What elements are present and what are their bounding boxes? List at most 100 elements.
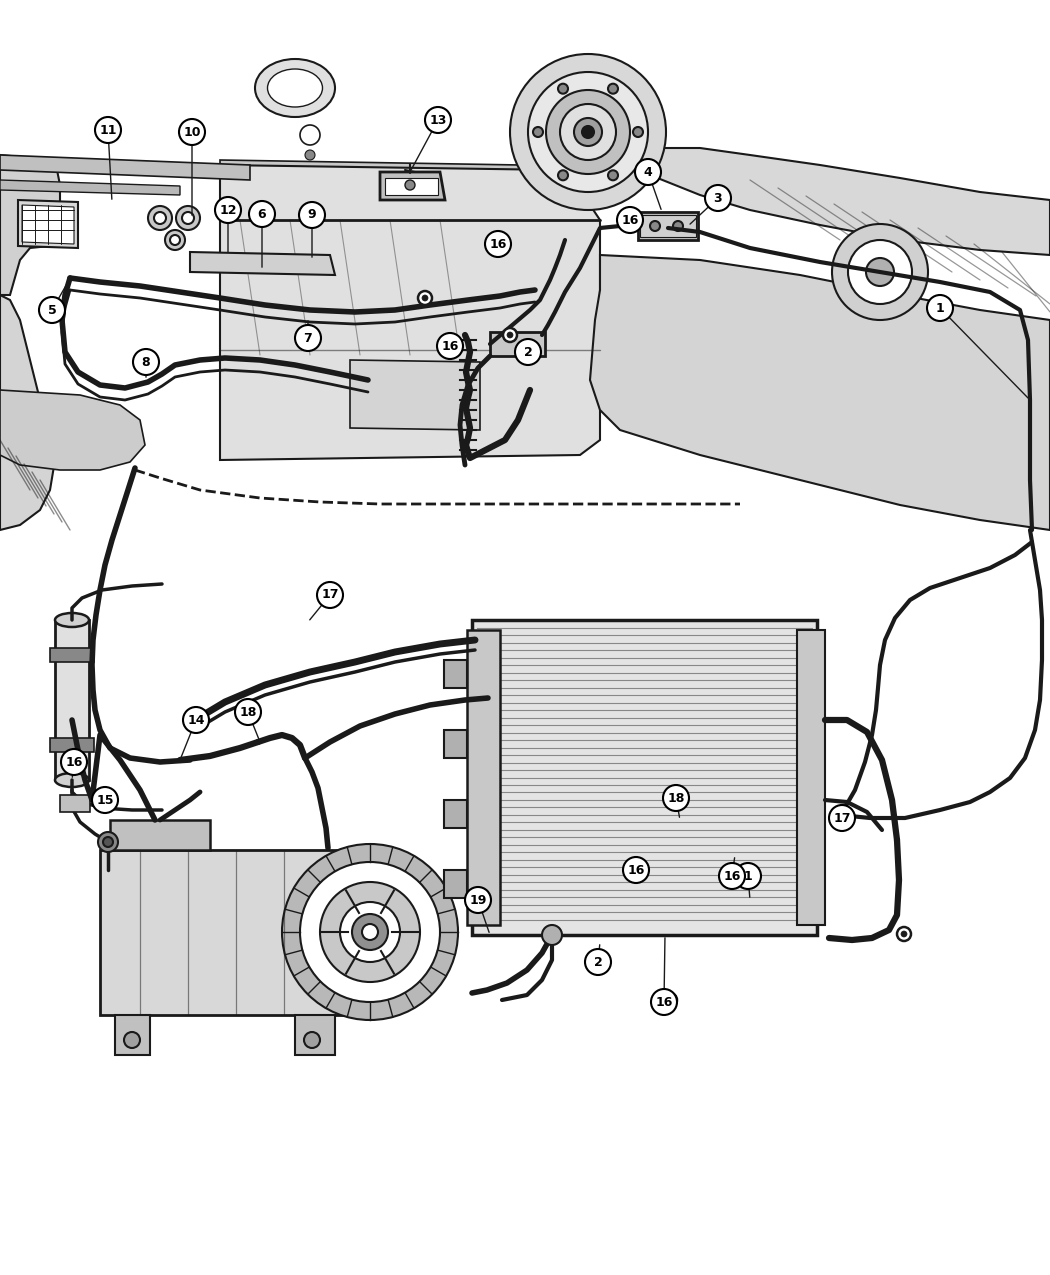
Circle shape bbox=[866, 258, 894, 286]
Text: 2: 2 bbox=[524, 346, 532, 358]
Circle shape bbox=[633, 128, 643, 136]
Circle shape bbox=[719, 863, 745, 889]
Polygon shape bbox=[0, 180, 180, 195]
Circle shape bbox=[170, 235, 180, 245]
Circle shape bbox=[437, 333, 463, 360]
Circle shape bbox=[617, 207, 643, 233]
Circle shape bbox=[445, 340, 459, 354]
Polygon shape bbox=[55, 620, 89, 780]
Circle shape bbox=[542, 924, 562, 945]
Circle shape bbox=[299, 201, 326, 228]
Circle shape bbox=[320, 882, 420, 982]
Circle shape bbox=[65, 759, 79, 773]
Ellipse shape bbox=[268, 69, 322, 107]
Polygon shape bbox=[797, 630, 825, 924]
Polygon shape bbox=[50, 648, 94, 662]
Circle shape bbox=[560, 105, 616, 159]
Polygon shape bbox=[116, 1015, 150, 1054]
Circle shape bbox=[362, 924, 378, 940]
Circle shape bbox=[625, 215, 639, 230]
Circle shape bbox=[178, 119, 205, 145]
Text: 13: 13 bbox=[429, 113, 446, 126]
Circle shape bbox=[585, 949, 611, 975]
Polygon shape bbox=[0, 295, 55, 530]
Circle shape bbox=[848, 240, 912, 303]
Text: 16: 16 bbox=[489, 237, 507, 250]
Circle shape bbox=[629, 219, 635, 224]
Circle shape bbox=[731, 875, 737, 881]
Circle shape bbox=[304, 1031, 320, 1048]
Circle shape bbox=[103, 836, 113, 847]
Circle shape bbox=[94, 117, 121, 143]
Polygon shape bbox=[220, 159, 520, 180]
Circle shape bbox=[608, 84, 618, 93]
Circle shape bbox=[249, 201, 275, 227]
Circle shape bbox=[558, 84, 568, 93]
Circle shape bbox=[507, 332, 513, 338]
Text: 16: 16 bbox=[723, 870, 740, 882]
Polygon shape bbox=[560, 148, 1050, 255]
Circle shape bbox=[663, 785, 689, 811]
Ellipse shape bbox=[55, 773, 89, 787]
Polygon shape bbox=[444, 731, 467, 759]
Circle shape bbox=[176, 207, 200, 230]
Circle shape bbox=[574, 119, 602, 147]
Circle shape bbox=[215, 198, 242, 223]
Polygon shape bbox=[110, 820, 210, 850]
Text: 16: 16 bbox=[65, 756, 83, 769]
Text: 7: 7 bbox=[303, 332, 313, 344]
Circle shape bbox=[514, 339, 541, 365]
Circle shape bbox=[39, 297, 65, 323]
Polygon shape bbox=[295, 1015, 335, 1054]
Ellipse shape bbox=[255, 59, 335, 117]
Polygon shape bbox=[444, 660, 467, 689]
Circle shape bbox=[510, 54, 666, 210]
Text: 3: 3 bbox=[714, 191, 722, 204]
Polygon shape bbox=[640, 215, 696, 237]
Circle shape bbox=[558, 171, 568, 180]
Circle shape bbox=[497, 244, 503, 249]
Circle shape bbox=[183, 708, 209, 733]
Text: 16: 16 bbox=[655, 996, 673, 1009]
Circle shape bbox=[133, 349, 159, 375]
Text: 6: 6 bbox=[257, 208, 267, 221]
Text: 11: 11 bbox=[100, 124, 117, 136]
Circle shape bbox=[533, 128, 543, 136]
Circle shape bbox=[422, 295, 428, 301]
Text: 18: 18 bbox=[239, 705, 256, 719]
Circle shape bbox=[546, 91, 630, 173]
Text: 5: 5 bbox=[47, 303, 57, 316]
Circle shape bbox=[352, 914, 388, 950]
Circle shape bbox=[235, 699, 261, 725]
Circle shape bbox=[295, 325, 321, 351]
Text: 1: 1 bbox=[743, 870, 753, 882]
Circle shape bbox=[727, 871, 741, 885]
Circle shape bbox=[154, 212, 166, 224]
Circle shape bbox=[304, 150, 315, 159]
Circle shape bbox=[705, 185, 731, 210]
Ellipse shape bbox=[55, 613, 89, 627]
Polygon shape bbox=[18, 200, 78, 249]
Circle shape bbox=[635, 159, 662, 185]
Text: 14: 14 bbox=[187, 714, 205, 727]
Circle shape bbox=[623, 857, 649, 884]
Polygon shape bbox=[0, 156, 60, 295]
Circle shape bbox=[830, 805, 855, 831]
Circle shape bbox=[148, 207, 172, 230]
Text: 16: 16 bbox=[627, 863, 645, 876]
Text: 17: 17 bbox=[321, 589, 339, 602]
Circle shape bbox=[449, 346, 455, 351]
Circle shape bbox=[528, 71, 648, 193]
Text: 16: 16 bbox=[441, 339, 459, 352]
Text: 4: 4 bbox=[644, 166, 652, 178]
Circle shape bbox=[418, 291, 432, 305]
Circle shape bbox=[61, 748, 87, 775]
Polygon shape bbox=[220, 164, 600, 460]
Circle shape bbox=[608, 171, 618, 180]
Circle shape bbox=[663, 993, 677, 1007]
Circle shape bbox=[282, 844, 458, 1020]
Circle shape bbox=[425, 107, 451, 133]
Circle shape bbox=[182, 212, 194, 224]
Polygon shape bbox=[385, 179, 438, 195]
Polygon shape bbox=[490, 332, 545, 356]
